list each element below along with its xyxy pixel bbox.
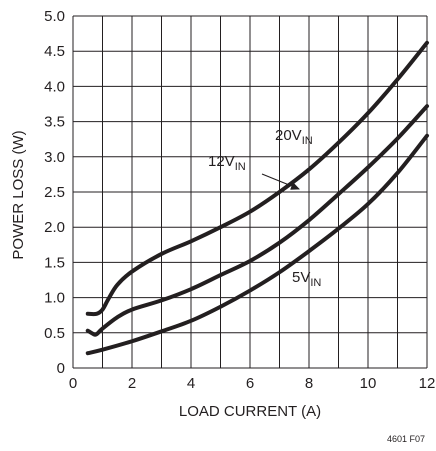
series-label-20v: 20VIN xyxy=(275,127,313,147)
y-tick-label: 4.0 xyxy=(44,78,65,95)
y-axis-ticks: 0 0.5 1.0 1.5 2.0 2.5 3.0 3.5 4.0 4.5 5.0 xyxy=(44,8,65,377)
y-tick-label: 4.5 xyxy=(44,43,65,60)
x-tick-label: 0 xyxy=(69,375,77,392)
y-axis-title: POWER LOSS (W) xyxy=(10,130,27,259)
y-tick-label: 0 xyxy=(57,360,65,377)
x-tick-label: 6 xyxy=(246,375,254,392)
x-tick-label: 4 xyxy=(187,375,195,392)
x-tick-label: 10 xyxy=(360,375,377,392)
y-tick-label: 1.0 xyxy=(44,290,65,307)
y-tick-label: 2.5 xyxy=(44,184,65,201)
series-label-5v: 5VIN xyxy=(292,269,321,289)
y-tick-label: 1.5 xyxy=(44,254,65,271)
x-axis-ticks: 0 2 4 6 8 10 12 xyxy=(69,375,436,392)
y-tick-label: 5.0 xyxy=(44,8,65,25)
y-tick-label: 2.0 xyxy=(44,219,65,236)
grid xyxy=(72,15,428,369)
x-tick-label: 2 xyxy=(128,375,136,392)
y-tick-label: 0.5 xyxy=(44,325,65,342)
figure-id: 4601 F07 xyxy=(387,434,425,444)
series-lines xyxy=(85,40,429,356)
series-label-arrow xyxy=(261,173,300,190)
series-line-20v xyxy=(85,40,429,317)
series-labels: 20VIN 12VIN 5VIN xyxy=(208,127,321,289)
x-tick-label: 12 xyxy=(419,375,436,392)
y-tick-label: 3.0 xyxy=(44,149,65,166)
x-axis-title: LOAD CURRENT (A) xyxy=(179,403,321,420)
series-label-12v: 12VIN xyxy=(208,153,246,173)
series-line-12v xyxy=(85,104,429,337)
x-tick-label: 8 xyxy=(305,375,313,392)
series-line-5v xyxy=(85,133,429,356)
y-tick-label: 3.5 xyxy=(44,114,65,131)
